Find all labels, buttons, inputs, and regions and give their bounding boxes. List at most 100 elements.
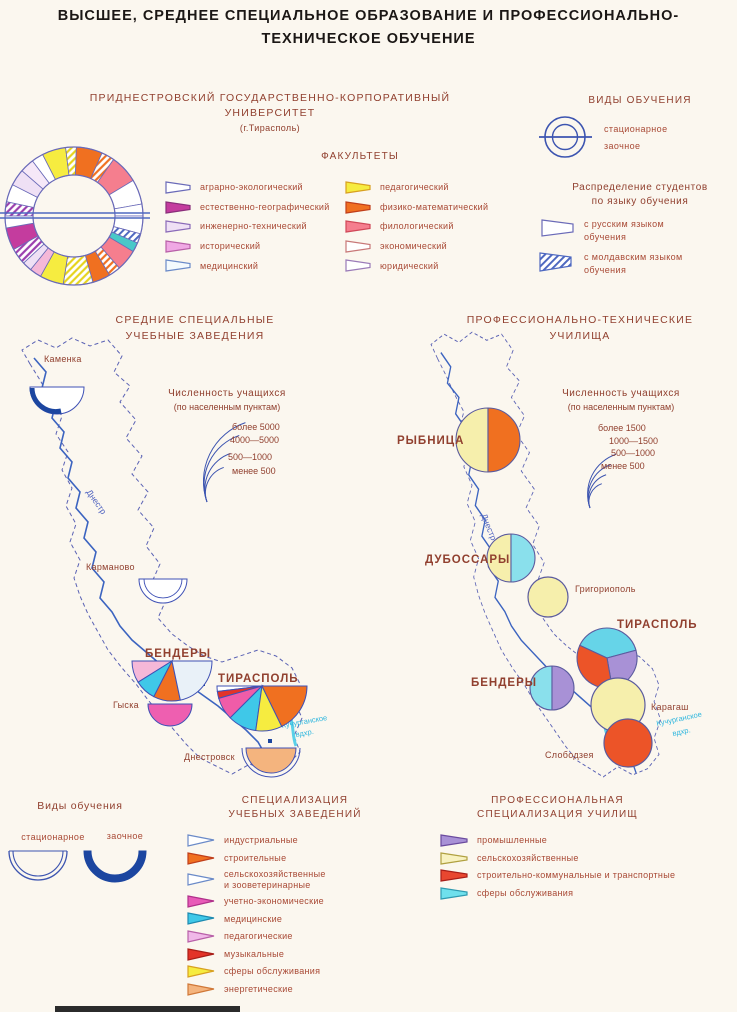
spec-schools-title1: СПЕЦИАЛИЗАЦИЯ: [241, 795, 349, 806]
legend-item-label: экономический: [380, 241, 447, 252]
study-type-stationary-label: стационарное: [604, 124, 668, 134]
legend-swatch-icon: [187, 930, 215, 943]
city-chart-тирасполь: ТИРАСПОЛЬ: [576, 619, 698, 689]
reservoir-label: Кучурганское: [656, 710, 703, 728]
legend-swatch-icon: [165, 220, 191, 233]
city-chart-бендеры: БЕНДЕРЫ: [471, 665, 575, 711]
legend-item: филологический: [345, 219, 530, 234]
study-types-title: ВИДЫ ОБУЧЕНИЯ: [588, 95, 692, 106]
faculties-legend-left: аграрно-экологический естественно-географ…: [165, 180, 340, 278]
legend-swatch-icon: [165, 259, 191, 273]
page-title-line2: ТЕХНИЧЕСКОЕ ОБУЧЕНИЕ: [261, 31, 476, 47]
city-label: Григориополь: [575, 584, 636, 594]
legend-item: аграрно-экологический: [165, 180, 340, 195]
legend-swatch-icon: [165, 181, 191, 194]
city-label: БЕНДЕРЫ: [471, 677, 537, 689]
language-dist-title1: Распределение студентов: [572, 182, 708, 193]
legend-swatch-icon: [187, 873, 215, 886]
stationary-semicircle-icon: [8, 850, 68, 881]
legend-item-label: педагогический: [380, 182, 449, 193]
study-type-correspondence-label: заочное: [604, 141, 641, 151]
city-label: ДУБОССАРЫ: [425, 554, 510, 566]
size-legend-label: 4000—5000: [230, 435, 279, 445]
legend-item: инженерно-технический: [165, 219, 340, 234]
size-legend-label: 500—1000: [228, 452, 272, 462]
legend-swatch-icon: [187, 834, 215, 847]
study-types-icon: [539, 116, 592, 158]
legend-item-label: энергетические: [224, 984, 293, 994]
size-legend-title1: Численность учащихся: [168, 388, 286, 399]
city-chart-дубоссары: ДУБОССАРЫ: [425, 533, 536, 583]
region-border: [430, 331, 662, 778]
size-legend-title1: Численность учащихся: [562, 388, 680, 399]
size-legend-title2: (по населенным пунктам): [568, 402, 675, 412]
legend-item: педагогические: [187, 930, 412, 943]
city-chart-бендеры: БЕНДЕРЫ: [131, 648, 213, 702]
legend-item-label: сельскохозяйственные: [477, 852, 579, 863]
city-label: БЕНДЕРЫ: [145, 648, 211, 660]
city-label: Слободзея: [545, 750, 594, 760]
legend-item: медицинский: [165, 258, 340, 273]
legend-item-label: педагогические: [224, 931, 293, 942]
bottom-study-types-title: Виды обучения: [37, 800, 123, 812]
legend-item-label: строительные: [224, 852, 287, 863]
legend-swatch-icon: [440, 851, 468, 865]
legend-swatch-icon: [345, 220, 371, 233]
legend-item-label: строительно-коммунальные и транспортные: [477, 870, 676, 881]
size-legend-label: более 5000: [232, 422, 280, 432]
legend-item: юридический: [345, 258, 530, 273]
moldavian-language-label2: обучения: [584, 265, 627, 275]
legend-item: индустриальные: [187, 834, 412, 847]
legend-swatch-icon: [187, 983, 215, 996]
city-label: ТИРАСПОЛЬ: [218, 673, 299, 685]
university-heading-line1: ПРИДНЕСТРОВСКИЙ ГОСУДАРСТВЕННО-КОРПОРАТИ…: [89, 92, 451, 104]
correspondence-semicircle-icon: [83, 850, 147, 883]
legend-item-label: музыкальные: [224, 948, 285, 959]
language-dist-title2: по языку обучения: [591, 196, 689, 207]
faculties-legend-right: педагогический физико-математический филол…: [345, 180, 530, 278]
legend-item: строительные: [187, 851, 412, 865]
legend-item: экономический: [345, 239, 530, 254]
river-label: Днестр: [84, 487, 108, 516]
page-title-line1: ВЫСШЕЕ, СРЕДНЕЕ СПЕЦИАЛЬНОЕ ОБРАЗОВАНИЕ …: [57, 8, 680, 24]
legend-item: медицинские: [187, 912, 412, 926]
size-legend-title2: (по населенным пунктам): [174, 402, 281, 412]
city-chart-рыбница: РЫБНИЦА: [397, 407, 521, 473]
legend-item: учетно-экономические: [187, 895, 412, 908]
legend-item: сельскохозяйственные и зооветеринарные: [187, 869, 412, 890]
legend-item: физико-математический: [345, 200, 530, 215]
legend-swatch-icon: [345, 200, 371, 214]
reservoir-label2: вдхр.: [295, 727, 315, 739]
ssuz-map-title1: СРЕДНИЕ СПЕЦИАЛЬНЫЕ: [115, 314, 275, 326]
legend-item-label: инженерно-технический: [200, 221, 307, 232]
bottom-correspondence-label: заочное: [106, 831, 144, 841]
legend-swatch-icon: [440, 834, 468, 847]
city-chart-григориополь: Григориополь: [527, 576, 636, 618]
legend-item: естественно-географический: [165, 200, 340, 215]
city-marker: [268, 739, 272, 743]
moldavian-language-icon: [539, 252, 572, 272]
city-chart-каменка: Каменка: [29, 354, 85, 415]
university-heading-line3: (г.Тирасполь): [239, 123, 301, 133]
legend-item: педагогический: [345, 180, 530, 195]
size-legend-arc: [588, 474, 607, 509]
city-chart-гыска: Гыска: [113, 700, 193, 727]
legend-item-label: учетно-экономические: [224, 896, 324, 907]
moldavian-language-label1: с молдавским языком: [584, 252, 683, 262]
legend-swatch-icon: [165, 200, 191, 214]
legend-item-label: естественно-географический: [200, 201, 330, 212]
legend-item: промышленные: [440, 834, 735, 847]
faculties-title: ФАКУЛЬТЕТЫ: [321, 151, 399, 162]
legend-item-label: физико-математический: [380, 201, 489, 212]
legend-swatch-icon: [345, 240, 371, 253]
russian-language-icon: [541, 219, 574, 237]
university-ring-chart: [0, 146, 150, 286]
legend-item-label: сельскохозяйственные и зооветеринарные: [224, 869, 326, 890]
legend-item-label: филологический: [380, 221, 454, 232]
city-label: Карагаш: [651, 702, 689, 712]
legend-item-label: промышленные: [477, 835, 548, 846]
city-label: ТИРАСПОЛЬ: [617, 619, 698, 631]
spec-schools-legend: индустриальные строительные сельскохозяйст…: [187, 834, 412, 1000]
city-label: Карманово: [86, 562, 135, 572]
